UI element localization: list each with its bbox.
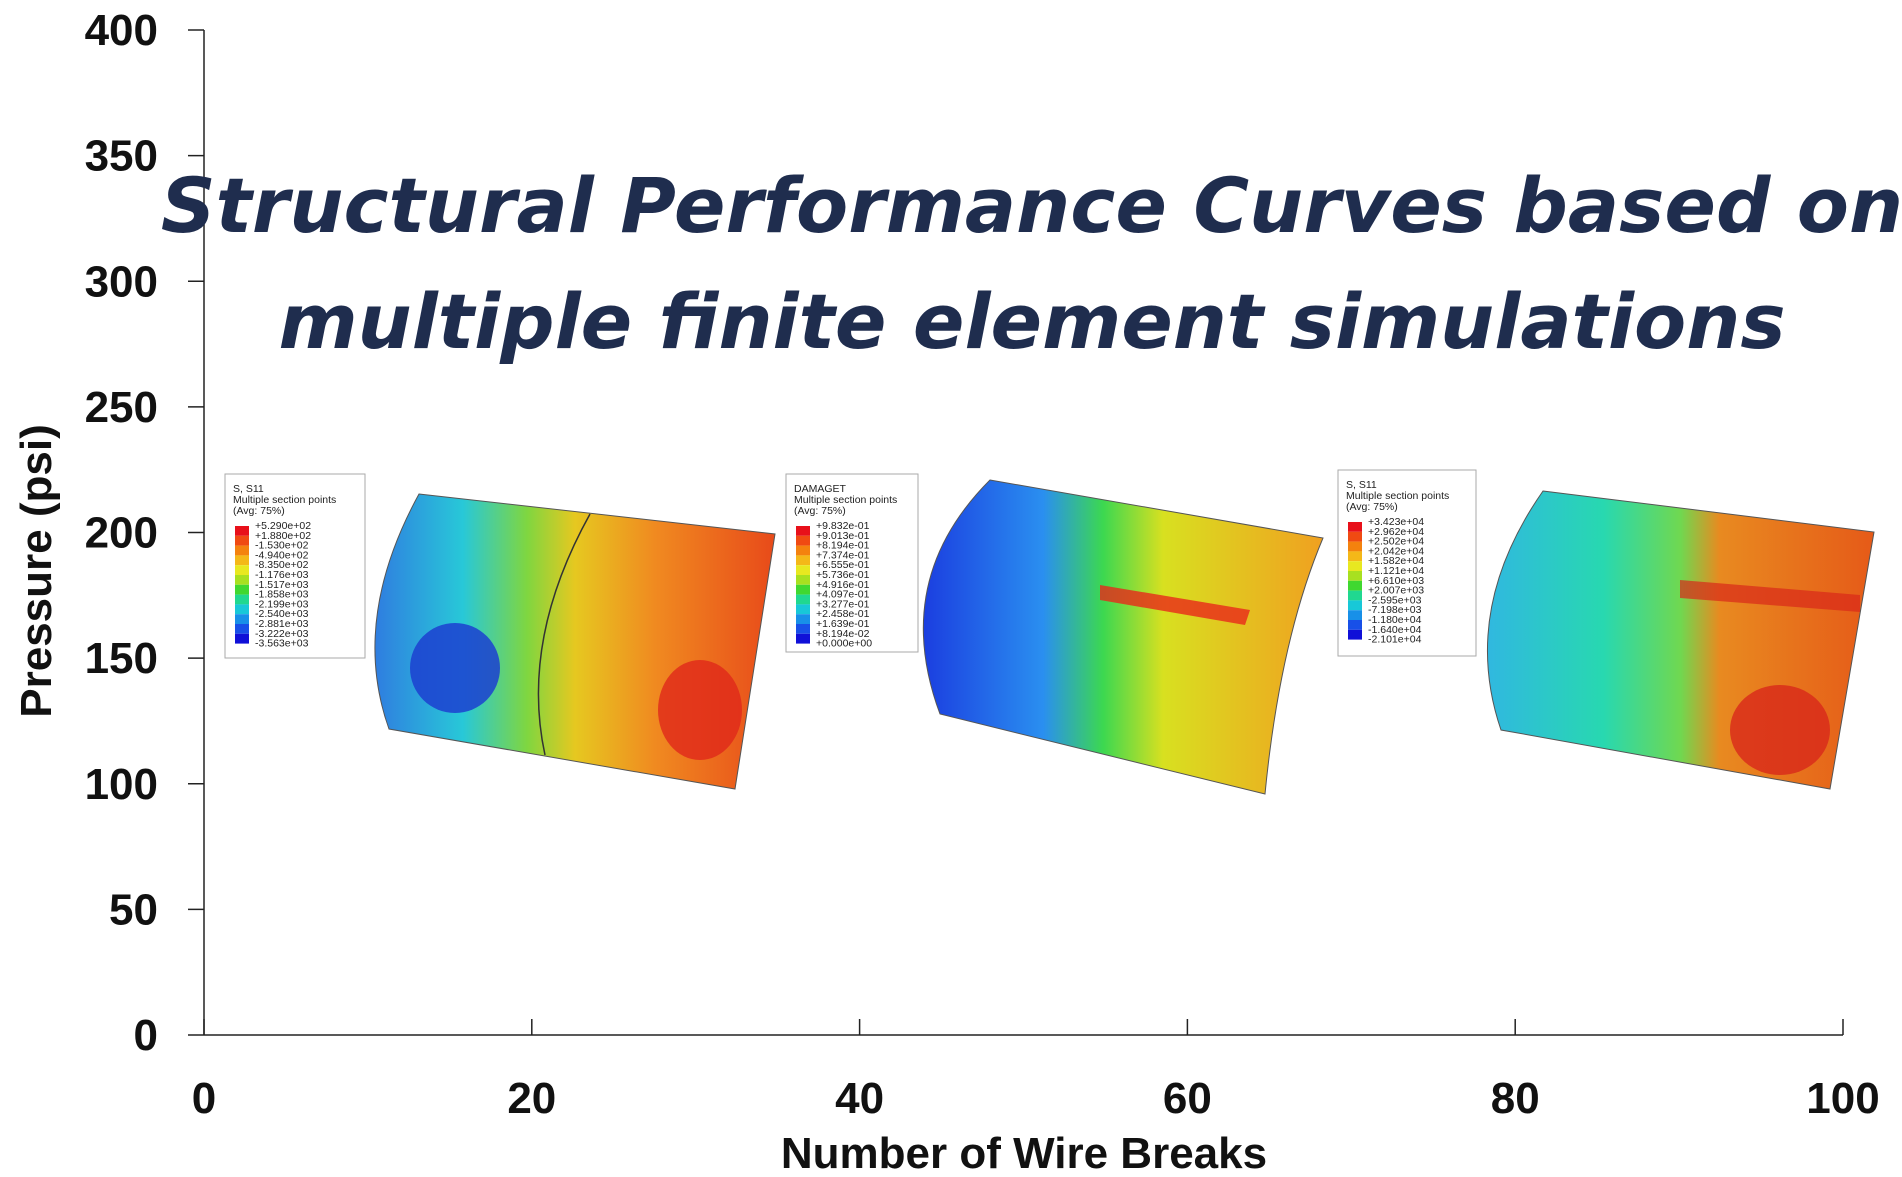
legend-swatch xyxy=(1348,581,1362,591)
legend-swatch xyxy=(1348,600,1362,610)
legend-swatch xyxy=(235,595,249,605)
x-tick-label: 100 xyxy=(1806,1074,1879,1123)
legend-value: -2.101e+04 xyxy=(1368,634,1422,646)
legend-swatch xyxy=(796,546,810,556)
y-tick-label: 250 xyxy=(85,383,158,432)
x-tick-label: 80 xyxy=(1491,1074,1540,1123)
x-tick-label: 40 xyxy=(835,1074,884,1123)
legend-swatch xyxy=(235,634,249,644)
legend-swatch xyxy=(796,575,810,585)
legend-swatch xyxy=(235,546,249,556)
x-tick-label: 60 xyxy=(1163,1074,1212,1123)
y-axis-label: Pressure (psi) xyxy=(12,424,61,717)
legend-swatch xyxy=(235,565,249,575)
legend-swatch xyxy=(1348,610,1362,620)
y-tick-label: 350 xyxy=(85,132,158,181)
cylinder-2 xyxy=(923,480,1323,794)
legend-title: (Avg: 75%) xyxy=(233,505,285,517)
y-tick-label: 400 xyxy=(85,6,158,55)
legend-swatch xyxy=(1348,551,1362,561)
legend-value: +0.000e+00 xyxy=(816,638,872,650)
legend-swatch xyxy=(235,575,249,585)
chart-title: Structural Performance Curves based on xyxy=(161,161,1902,250)
x-tick-label: 20 xyxy=(507,1074,556,1123)
legend-swatch xyxy=(1348,522,1362,532)
chart-title: multiple finite element simulations xyxy=(278,277,1785,366)
y-tick-label: 100 xyxy=(85,760,158,809)
legend-swatch xyxy=(796,526,810,536)
legend-value: -3.563e+03 xyxy=(255,638,309,650)
x-axis-label: Number of Wire Breaks xyxy=(781,1129,1267,1177)
legend-swatch xyxy=(796,555,810,565)
legend-swatch xyxy=(235,585,249,595)
legend-title: (Avg: 75%) xyxy=(794,505,846,517)
legend-swatch xyxy=(796,634,810,644)
legend-swatch xyxy=(1348,561,1362,571)
stress-blob xyxy=(1730,685,1830,775)
legend-swatch xyxy=(796,536,810,546)
legend-swatch xyxy=(796,585,810,595)
y-tick-label: 0 xyxy=(134,1011,158,1060)
legend-swatch xyxy=(1348,532,1362,542)
y-tick-label: 50 xyxy=(109,885,158,934)
legend-swatch xyxy=(235,614,249,624)
x-tick-label: 0 xyxy=(192,1074,216,1123)
y-tick-label: 300 xyxy=(85,257,158,306)
legend-swatch xyxy=(1348,591,1362,601)
legend-swatch xyxy=(796,614,810,624)
fe-renderings xyxy=(375,480,1874,794)
legend-swatch xyxy=(235,536,249,546)
contour-legend: S, S11Multiple section points(Avg: 75%)+… xyxy=(1338,470,1476,656)
legend-swatch xyxy=(796,595,810,605)
legend-swatch xyxy=(235,604,249,614)
legend-swatch xyxy=(796,624,810,634)
legend-swatch xyxy=(1348,630,1362,640)
legend-swatch xyxy=(1348,571,1362,581)
y-tick-label: 200 xyxy=(85,509,158,558)
stress-blob xyxy=(658,660,742,760)
y-tick-label: 150 xyxy=(85,634,158,683)
chart: 0 50 100 150 200 250 300 350 400 0 20 40 60 80 100 Numb… xyxy=(0,0,1902,1177)
legend-swatch xyxy=(796,604,810,614)
legend-swatch xyxy=(796,565,810,575)
legend-swatch xyxy=(235,624,249,634)
legend-swatch xyxy=(1348,542,1362,552)
legend-swatch xyxy=(1348,620,1362,630)
legend-swatch xyxy=(235,526,249,536)
legend-swatch xyxy=(235,555,249,565)
stress-blob xyxy=(410,623,500,713)
legend-title: (Avg: 75%) xyxy=(1346,501,1398,513)
